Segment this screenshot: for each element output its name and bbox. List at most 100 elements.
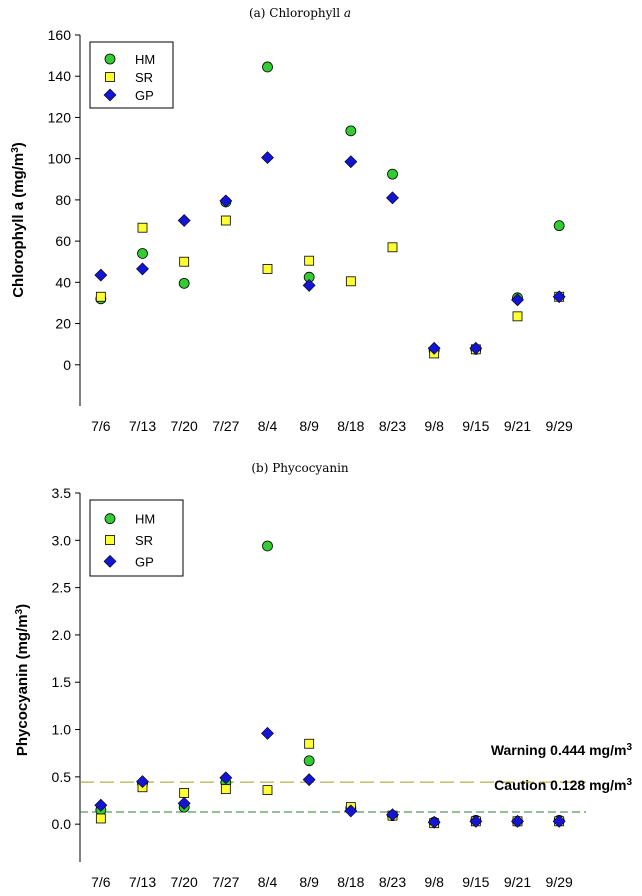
chl-legend-marker-hm	[104, 53, 116, 65]
chl-x-tick-label: 7/6	[91, 418, 111, 434]
phy-gp-point	[94, 798, 108, 812]
phy-hm-point	[262, 540, 273, 552]
chl-gp-point	[386, 191, 399, 205]
phycocyanin-title: (b) Phycocyanin	[251, 461, 349, 475]
phy-gp-point	[427, 815, 441, 829]
phy-gp-point	[469, 814, 483, 828]
phy-x-tick-label: 7/27	[212, 874, 239, 890]
chl-y-tick-label: 160	[48, 27, 72, 43]
phy-y-tick-label: 1.0	[52, 722, 72, 738]
phycocyanin-y-axis-label: Phycocyanin (mg/m3)	[14, 604, 32, 756]
phy-y-tick-label: 2.0	[52, 627, 72, 643]
phy-y-tick-label: 3.0	[52, 532, 72, 548]
phy-x-tick-label: 9/29	[546, 874, 573, 890]
phy-legend-label-gp: GP	[135, 554, 154, 569]
chl-hm-point	[137, 248, 148, 259]
chl-gp-point	[261, 151, 274, 165]
phy-y-tick-label: 3.5	[52, 485, 72, 501]
phy-sr-point	[179, 788, 190, 798]
phy-y-tick-label: 0.5	[52, 769, 72, 785]
chl-legend-marker-sr	[105, 72, 115, 82]
chlorophyll-panel: (a) Chlorophyll a Chlorophyll a (mg/m3) …	[10, 6, 574, 434]
chl-gp-point	[469, 341, 483, 355]
chl-y-tick-label: 60	[55, 233, 71, 249]
phy-x-tick-label: 9/15	[462, 874, 489, 890]
chl-y-tick-label: 20	[55, 316, 71, 332]
phy-gp-point	[136, 775, 149, 789]
phy-y-tick-label: 2.5	[52, 580, 72, 596]
phy-legend-marker-sr	[105, 535, 115, 545]
phy-legend-marker-gp	[103, 554, 117, 568]
chl-x-tick-label: 9/8	[424, 418, 444, 434]
phy-x-tick-label: 7/20	[171, 874, 198, 890]
chl-sr-point	[220, 215, 231, 226]
phy-gp-point	[552, 814, 566, 828]
chl-hm-point	[553, 220, 565, 232]
phy-x-tick-label: 9/21	[504, 874, 531, 890]
chl-x-tick-label: 8/4	[258, 418, 278, 434]
phy-x-tick-label: 8/4	[258, 874, 278, 890]
chl-y-tick-label: 0	[63, 357, 71, 373]
phy-y-tick-label: 0.0	[52, 816, 72, 832]
chl-gp-point	[136, 262, 149, 276]
phy-legend-label-hm: HM	[135, 512, 155, 527]
phy-y-tick-label: 1.5	[52, 674, 72, 690]
phy-sr-point	[220, 784, 231, 795]
chl-x-tick-label: 8/18	[337, 418, 364, 434]
chl-gp-point	[344, 155, 358, 169]
phy-gp-point	[261, 726, 274, 740]
chl-hm-point	[178, 277, 190, 289]
phy-legend-label-sr: SR	[135, 533, 153, 548]
chl-gp-point	[552, 290, 566, 304]
phy-gp-point	[511, 814, 524, 828]
chl-x-tick-label: 7/20	[171, 418, 198, 434]
chl-y-tick-label: 80	[55, 192, 71, 208]
chl-y-tick-label: 100	[48, 151, 72, 167]
phy-gp-point	[302, 773, 316, 787]
chl-legend-box	[89, 41, 174, 109]
chl-sr-point	[512, 311, 523, 322]
phy-sr-point	[262, 785, 273, 795]
chl-hm-point	[345, 125, 357, 137]
chl-x-tick-label: 9/29	[546, 418, 573, 434]
chl-x-tick-label: 7/27	[212, 418, 239, 434]
chl-y-tick-label: 140	[48, 68, 72, 84]
phy-x-tick-label: 8/18	[337, 874, 364, 890]
chl-x-tick-label: 7/13	[129, 418, 156, 434]
phycocyanin-panel: (b) Phycocyanin Phycocyanin (mg/m3) 0.0 0…	[14, 461, 633, 890]
phy-sr-point	[95, 813, 106, 824]
chl-y-tick-label: 120	[48, 109, 72, 125]
phy-x-tick-label: 8/23	[379, 874, 406, 890]
chl-gp-point	[94, 268, 108, 282]
phy-hm-point	[303, 755, 315, 767]
chl-x-tick-label: 8/23	[379, 418, 406, 434]
chlorophyll-title: (a) Chlorophyll a	[249, 6, 351, 20]
chl-legend-label-sr: SR	[135, 70, 153, 85]
chl-sr-point	[137, 222, 148, 233]
chl-gp-point	[302, 279, 316, 292]
chl-gp-point	[177, 214, 191, 227]
phy-gp-point	[177, 796, 191, 810]
chl-sr-point	[95, 291, 106, 302]
phy-gp-point	[219, 771, 233, 785]
chl-y-tick-label: 40	[55, 274, 71, 290]
phy-legend-marker-hm	[104, 513, 116, 525]
chl-x-tick-label: 9/15	[462, 418, 489, 434]
phy-gp-point	[344, 804, 358, 818]
phy-x-tick-label: 7/6	[91, 874, 111, 890]
chl-sr-point	[304, 255, 315, 266]
chl-sr-point	[262, 264, 273, 274]
phy-legend-box	[89, 499, 184, 577]
chl-gp-point	[511, 293, 524, 307]
phy-sr-point	[304, 738, 315, 749]
chl-hm-point	[262, 61, 273, 73]
chl-x-tick-label: 8/9	[299, 418, 319, 434]
chl-sr-point	[345, 276, 356, 287]
chl-legend-label-hm: HM	[135, 52, 155, 67]
phy-x-tick-label: 8/9	[299, 874, 319, 890]
chl-hm-point	[387, 168, 398, 180]
phy-x-tick-label: 9/8	[424, 874, 444, 890]
chl-legend-label-gp: GP	[135, 88, 154, 103]
phy-gp-point	[386, 808, 399, 822]
